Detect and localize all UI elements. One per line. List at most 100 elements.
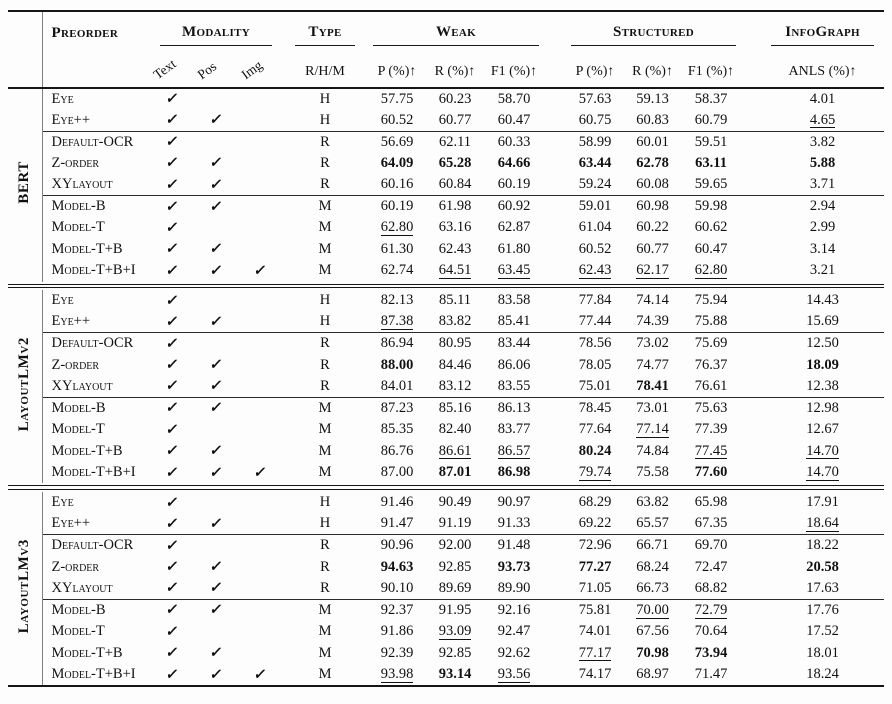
structured-r-cell-value: 70.00 (636, 601, 669, 619)
weak-p-cell-value: 84.01 (380, 377, 414, 394)
structured-r-cell-value: 62.17 (636, 262, 669, 280)
weak-f1-cell-value: 60.33 (497, 133, 531, 150)
double-rule-line (8, 485, 885, 490)
checkmark-glyph: ✓ (164, 198, 180, 215)
column-gap-cell (544, 239, 566, 261)
preorder-label-text: Model-T+B (51, 442, 123, 459)
structured-r-cell-value: 68.24 (636, 558, 669, 575)
preorder-label: Model-T+B+I (41, 461, 150, 484)
preorder-label: Default-OCR (41, 332, 150, 355)
weak-r-cell: 91.95 (426, 598, 485, 621)
type-cell: H (319, 111, 331, 128)
checkmark-icon: ✓ (194, 642, 238, 664)
structured-f1-cell-value: 75.63 (694, 399, 728, 416)
weak-p-cell: 88.00 (368, 354, 426, 376)
structured-r-cell: 74.77 (624, 354, 681, 376)
structured-p-cell: 62.43 (566, 260, 624, 282)
weak-p-cell-value: 92.37 (380, 601, 414, 618)
weak-f1-cell-value: 85.41 (497, 313, 531, 330)
weak-p-cell: 64.09 (368, 153, 426, 175)
empty-modality-cell (194, 88, 238, 110)
anls-cell-value: 2.94 (809, 198, 836, 214)
weak-p-cell-value: 85.35 (380, 421, 414, 438)
table-row: Model-B ✓ ✓ M 87.23 85.16 86.13 78.45 73.01 75.63… (8, 396, 885, 419)
preorder-label-text: Default-OCR (51, 335, 134, 352)
structured-f1-cell: 59.51 (681, 130, 742, 153)
preorder-label: Z-order (41, 354, 150, 376)
structured-r-cell: 67.56 (624, 621, 681, 643)
group-label-layoutlmv3: LayoutLMv3 (8, 492, 42, 686)
checkmark-glyph: ✓ (164, 292, 180, 309)
structured-p-cell: 77.17 (566, 642, 624, 664)
structured-p-cell-value: 57.63 (578, 90, 612, 107)
table-row: Model-T ✓ M 62.80 63.16 62.87 61.04 60.22 60.62 2… (8, 217, 884, 239)
weak-p-cell-value: 86.76 (380, 442, 414, 459)
checkmark-icon: ✓ (194, 311, 238, 333)
structured-p-cell-value: 77.64 (578, 421, 612, 438)
column-gap-cell (741, 376, 761, 398)
structured-r-cell-value: 67.56 (636, 623, 669, 640)
checkmark-icon: ✓ (150, 396, 194, 419)
weak-p-cell-value: 88.00 (380, 356, 414, 373)
weak-f1-cell: 93.56 (484, 664, 544, 686)
preorder-label: Model-B (41, 396, 150, 419)
double-rule-line (8, 283, 885, 288)
column-gap-cell (544, 556, 566, 578)
structured-r-cell: 66.73 (624, 578, 681, 600)
structured-r-cell: 59.13 (624, 88, 681, 110)
column-header-weak-f1: F1 (%)↑ (484, 46, 545, 89)
checkmark-icon: ✓ (238, 462, 282, 484)
header-row-sub: Text Pos Img R/H/M P (%)↑ R (%)↑ F1 (%)↑… (8, 46, 885, 89)
type-cell: M (318, 240, 332, 257)
preorder-label: Model-B (41, 598, 150, 621)
anls-cell: 17.91 (761, 492, 884, 514)
weak-f1-cell: 86.98 (484, 462, 544, 484)
weak-r-cell: 89.69 (426, 578, 484, 600)
structured-p-cell-value: 78.45 (578, 399, 612, 416)
column-gap-cell (544, 419, 566, 441)
structured-r-cell-value: 63.82 (636, 494, 669, 511)
weak-f1-cell: 86.06 (484, 354, 544, 376)
empty-modality-cell (238, 578, 282, 600)
preorder-label-text: Eye++ (51, 515, 91, 532)
structured-r-cell: 62.78 (624, 153, 681, 175)
checkmark-glyph: ✓ (208, 645, 224, 662)
weak-r-cell: 93.14 (426, 664, 484, 686)
weak-p-cell-value: 60.16 (380, 176, 414, 192)
weak-p-cell-value: 61.30 (380, 240, 414, 257)
structured-f1-cell: 77.39 (681, 419, 741, 441)
structured-p-cell: 59.01 (566, 195, 625, 217)
weak-p-cell-value: 62.74 (380, 262, 414, 279)
weak-f1-cell: 85.41 (484, 311, 544, 333)
anls-cell: 3.21 (761, 260, 884, 282)
weak-f1-cell: 83.55 (484, 376, 544, 398)
preorder-label-text: Default-OCR (51, 133, 134, 150)
structured-p-cell: 58.99 (566, 130, 625, 153)
checkmark-glyph: ✓ (164, 580, 180, 597)
column-header-structured: Structured (566, 12, 741, 46)
structured-f1-cell-value: 62.80 (694, 262, 728, 280)
structured-f1-cell-value: 68.82 (694, 579, 728, 596)
checkmark-icon: ✓ (150, 642, 194, 664)
anls-cell: 14.70 (761, 462, 884, 484)
empty-modality-cell (238, 130, 283, 153)
checkmark-icon: ✓ (150, 578, 194, 600)
structured-p-cell-value: 77.84 (578, 292, 612, 309)
column-gap-cell (544, 440, 566, 462)
type-cell: R (320, 356, 330, 373)
anls-cell-value: 14.70 (806, 464, 839, 481)
table-row: LayoutLMv3 Eye ✓ H 91.46 90.49 90.97 68.29 63.82… (8, 491, 884, 633)
checkmark-icon: ✓ (238, 260, 282, 282)
weak-r-cell: 63.16 (426, 217, 484, 239)
weak-f1-cell-value: 58.70 (497, 90, 531, 107)
structured-p-cell: 75.81 (566, 598, 625, 621)
checkmark-icon: ✓ (150, 513, 194, 535)
structured-p-cell-value: 60.75 (578, 111, 612, 128)
structured-f1-cell: 59.98 (681, 195, 742, 217)
preorder-label-text: XYlayout (51, 377, 113, 394)
checkmark-glyph: ✓ (252, 262, 268, 279)
structured-f1-cell-value: 60.47 (694, 240, 728, 257)
structured-r-cell: 63.82 (624, 492, 681, 514)
structured-f1-cell-value: 59.98 (694, 198, 728, 214)
preorder-label-text: Model-T+B (51, 240, 123, 257)
